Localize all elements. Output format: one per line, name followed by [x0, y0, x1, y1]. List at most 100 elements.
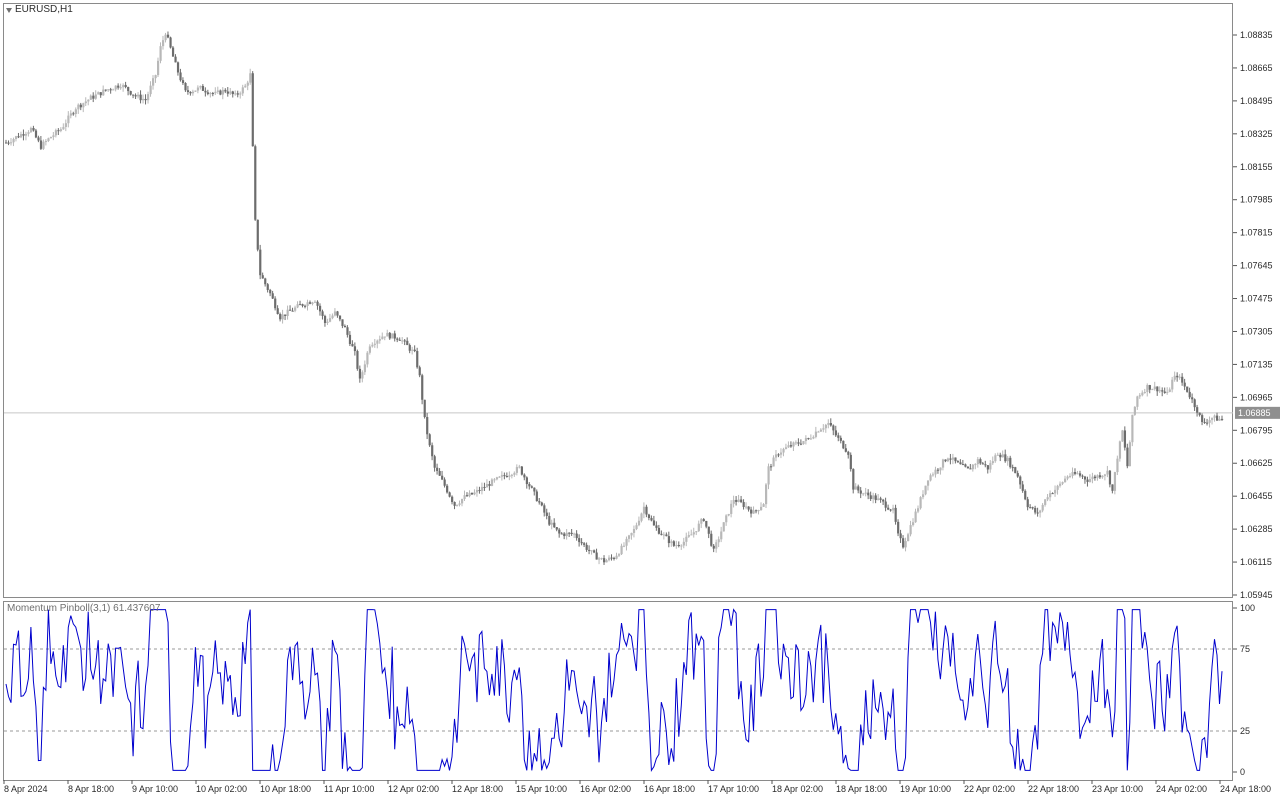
candle-bear — [558, 529, 561, 534]
candle-bear — [483, 486, 486, 488]
candle-bear — [226, 91, 229, 94]
candle-bear — [388, 332, 391, 339]
candle-bear — [1031, 507, 1034, 509]
candle-bull — [951, 457, 955, 460]
candle-bull — [1103, 474, 1107, 476]
candle-bull — [142, 98, 145, 101]
candle-bull — [311, 302, 314, 304]
candle-bull — [822, 428, 825, 430]
candle-bull — [605, 560, 608, 563]
candle-bull — [59, 129, 63, 131]
candle-bull — [725, 515, 728, 523]
time-tick-label: 18 Apr 02:00 — [772, 784, 823, 794]
candle-bear — [954, 457, 957, 462]
candle-bull — [752, 510, 755, 514]
candle-bear — [777, 454, 780, 456]
candle-bear — [660, 533, 663, 535]
candle-bear — [1014, 467, 1017, 474]
candle-bull — [306, 302, 309, 306]
candle-bear — [593, 550, 596, 553]
candle-bear — [470, 492, 474, 495]
candle-bear — [961, 464, 965, 466]
main-chart-frame — [3, 3, 1233, 598]
candle-bull — [762, 504, 765, 507]
candle-bull — [877, 498, 880, 501]
price-tick-label: 1.06965 — [1240, 392, 1273, 402]
candle-bear — [1201, 415, 1204, 423]
candle-bear — [1176, 375, 1179, 378]
candle-bear — [79, 104, 82, 108]
candle-bull — [767, 466, 770, 485]
candle-bull — [234, 93, 237, 95]
candle-bear — [595, 552, 598, 560]
candle-bull — [872, 495, 875, 499]
candle-bull — [286, 309, 289, 316]
candle-bear — [416, 351, 419, 368]
candle-bear — [5, 142, 8, 144]
candle-bull — [331, 315, 334, 319]
candle-bear — [503, 475, 506, 477]
candle-bear — [39, 140, 43, 149]
candle-bear — [398, 339, 401, 341]
candle-bear — [1108, 470, 1112, 485]
symbol-timeframe-text: EURUSD,H1 — [15, 4, 73, 15]
candle-bull — [864, 492, 867, 494]
candle-bear — [578, 538, 581, 543]
candle-bear — [710, 533, 713, 546]
candle-bear — [545, 512, 548, 516]
candle-bull — [765, 484, 768, 505]
candle-bear — [543, 505, 546, 513]
candle-bull — [1091, 476, 1094, 480]
candle-bear — [829, 422, 832, 426]
price-tick-label: 1.06115 — [1240, 557, 1272, 567]
candle-bull — [909, 525, 912, 535]
candle-bull — [196, 87, 200, 91]
candle-bear — [553, 522, 556, 528]
candle-bull — [827, 422, 830, 425]
candle-bull — [625, 538, 628, 546]
candle-bull — [772, 457, 775, 467]
candle-bull — [94, 94, 97, 99]
candle-bull — [1096, 475, 1099, 479]
candle-bull — [1059, 483, 1062, 486]
candle-bull — [326, 321, 329, 323]
dropdown-triangle-icon[interactable] — [6, 7, 12, 13]
candle-bull — [812, 436, 815, 439]
candle-bear — [889, 509, 892, 511]
candle-bear — [104, 89, 107, 91]
time-tick-label: 23 Apr 10:00 — [1092, 784, 1143, 794]
candle-bear — [1016, 473, 1019, 477]
indicator-tick-label: 100 — [1240, 603, 1255, 613]
candle-bear — [219, 90, 222, 95]
candle-bear — [807, 438, 810, 440]
candle-bull — [122, 84, 125, 88]
price-tick-label: 1.08665 — [1240, 63, 1273, 73]
candle-bear — [251, 73, 254, 147]
candle-bear — [443, 479, 446, 486]
candle-bull — [249, 73, 252, 83]
candle-bear — [201, 85, 205, 91]
candle-bull — [1118, 441, 1122, 459]
candle-bull — [627, 535, 631, 539]
candle-bear — [274, 298, 277, 309]
candle-bull — [49, 137, 53, 139]
candle-bear — [169, 37, 172, 48]
candle-bull — [54, 130, 58, 136]
candle-bull — [281, 314, 284, 320]
candle-bull — [715, 542, 718, 549]
candle-bull — [1071, 472, 1074, 476]
candle-bear — [109, 89, 112, 91]
candle-bull — [1061, 482, 1064, 484]
time-tick-label: 24 Apr 18:00 — [1220, 784, 1271, 794]
candle-bull — [921, 494, 925, 498]
candle-bull — [164, 34, 167, 41]
candle-bull — [515, 467, 519, 473]
candle-bull — [804, 438, 808, 442]
candle-bear — [22, 134, 25, 136]
candle-bull — [1054, 489, 1057, 494]
candle-bull — [1146, 385, 1149, 392]
candle-bull — [296, 304, 299, 308]
candle-bear — [356, 351, 359, 369]
